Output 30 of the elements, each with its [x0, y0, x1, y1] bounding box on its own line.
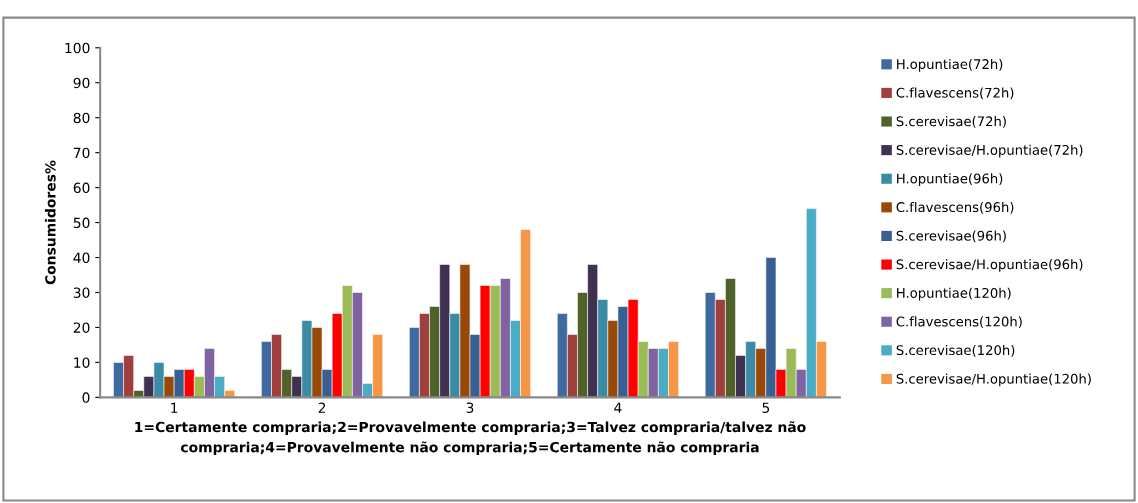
legend-label: C.flavescens(96h): [896, 201, 1014, 214]
legend-label: H.opuntiae(72h): [897, 58, 1003, 72]
y-tick-label: 50: [73, 217, 90, 229]
y-tick-label: 30: [73, 287, 90, 298]
legend-label: C.flavescens(120h): [896, 316, 1022, 329]
x-axis-title: 1=Certamente compraria;2=Provavelmente compraria;3=Talvez compraria/talvez não compraria;4=Provavelmente não compraria;5=Certamente não compraria: [135, 421, 806, 456]
y-axis-title: Consumidores%: [44, 160, 56, 285]
legend-label: H.opuntiae(96h): [897, 173, 1003, 187]
y-tick-label: 70: [73, 147, 90, 159]
y-tick-label: 20: [73, 322, 90, 333]
y-tick-label: 10: [74, 357, 90, 368]
legend-label: S.cerevisae/H.opuntiae(120h): [896, 373, 1091, 387]
legend-label: S.cerevisae(72h): [896, 116, 1006, 128]
legend-label: S.cerevisae(120h): [896, 344, 1015, 357]
x-tick-label: 4: [614, 402, 622, 413]
y-tick-label: 80: [73, 112, 90, 124]
y-tick-label: 0: [82, 392, 90, 403]
legend-label: C.flavescens(72h): [896, 87, 1014, 100]
legend-label: S.cerevisae/H.opuntiae(72h): [896, 144, 1083, 158]
x-tick-label: 1: [171, 402, 178, 413]
x-tick-label: 5: [762, 402, 770, 413]
y-tick-label: 100: [65, 42, 90, 54]
y-tick-label: 40: [73, 252, 90, 264]
legend-label: S.cerevisae(96h): [896, 230, 1006, 243]
x-tick-label: 3: [466, 402, 474, 413]
legend-label: S.cerevisae/H.opuntiae(96h): [896, 259, 1083, 272]
x-tick-label: 2: [318, 402, 326, 413]
y-tick-label: 90: [73, 77, 90, 89]
legend-label: H.opuntiae(120h): [897, 287, 1011, 301]
y-tick-label: 60: [73, 182, 90, 194]
